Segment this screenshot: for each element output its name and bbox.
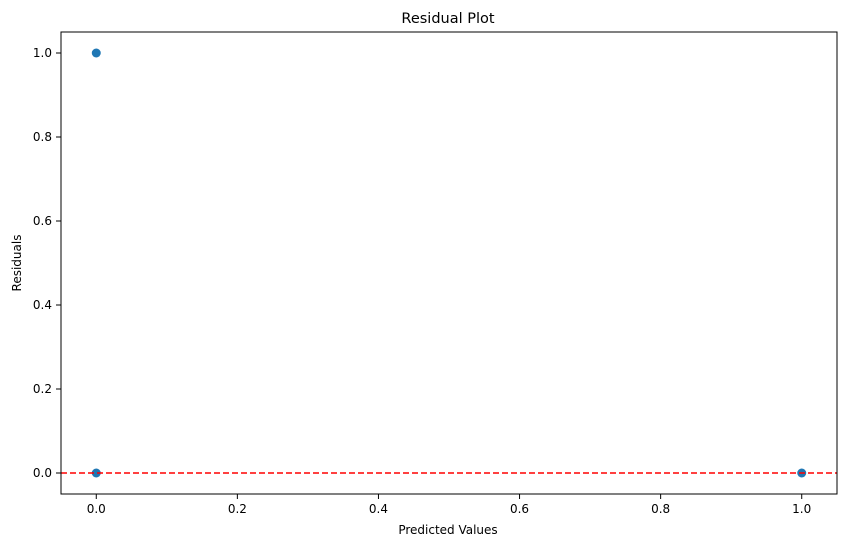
- x-tick-label: 0.0: [87, 502, 106, 516]
- y-tick-label: 0.4: [33, 298, 52, 312]
- data-point: [91, 468, 101, 478]
- x-tick-label: 0.8: [651, 502, 670, 516]
- y-axis-label: Residuals: [10, 235, 24, 292]
- plot-area: 0.0 0.2 0.4 0.6 0.8 1.0 0.0 0.2 0.4 0.6 0.8 1.0: [33, 46, 837, 516]
- x-tick-label: 0.4: [369, 502, 388, 516]
- x-axis-label: Predicted Values: [398, 523, 497, 537]
- y-tick-label: 0.8: [33, 130, 52, 144]
- y-tick-label: 0.2: [33, 382, 52, 396]
- x-tick-label: 1.0: [792, 502, 811, 516]
- y-tick-label: 0.6: [33, 214, 52, 228]
- x-tick-label: 0.2: [228, 502, 247, 516]
- data-point: [91, 48, 101, 58]
- plot-frame: [60, 31, 838, 495]
- y-tick-label: 1.0: [33, 46, 52, 60]
- chart-title: Residual Plot: [401, 11, 494, 27]
- x-tick-label: 0.6: [510, 502, 529, 516]
- y-tick-label: 0.0: [33, 466, 52, 480]
